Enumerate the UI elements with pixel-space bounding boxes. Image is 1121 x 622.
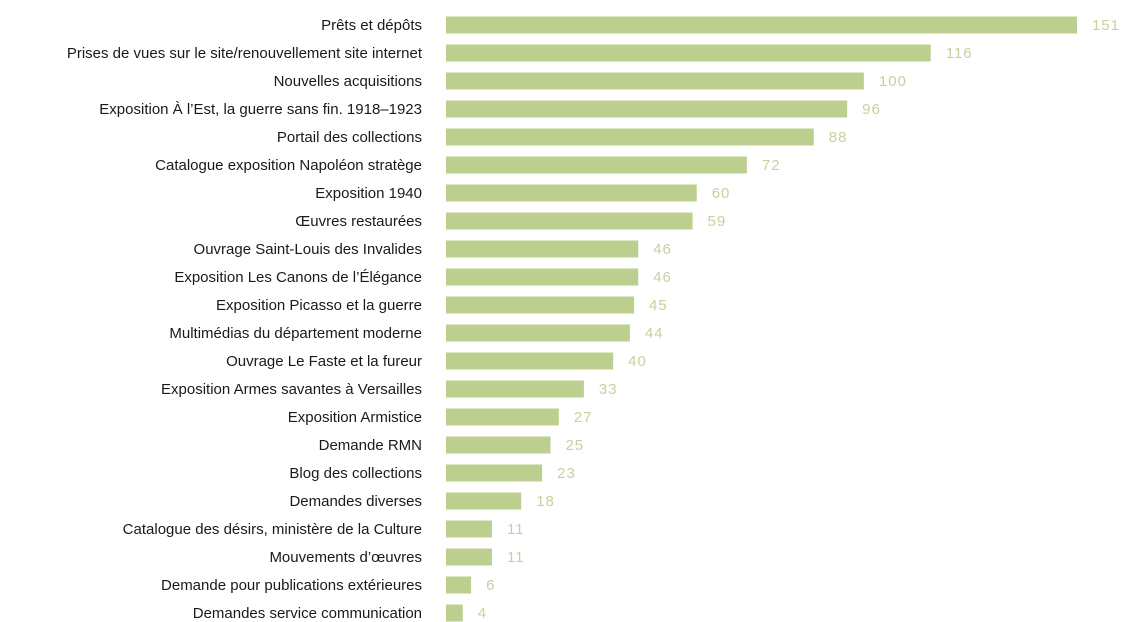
category-label: Demandes diverses bbox=[289, 493, 422, 510]
value-label: 4 bbox=[478, 605, 487, 622]
category-label: Catalogue des désirs, ministère de la Cu… bbox=[123, 521, 422, 538]
value-label: 72 bbox=[762, 157, 781, 174]
bar bbox=[446, 464, 543, 482]
value-label: 88 bbox=[829, 129, 848, 146]
value-label: 6 bbox=[486, 577, 495, 594]
category-label: Blog des collections bbox=[289, 465, 422, 482]
value-label: 100 bbox=[879, 73, 907, 90]
bar bbox=[446, 604, 463, 622]
bar bbox=[446, 408, 559, 426]
category-label: Demandes service communication bbox=[193, 605, 422, 622]
bar bbox=[446, 380, 584, 398]
category-label: Multimédias du département moderne bbox=[169, 325, 422, 342]
category-label: Demande RMN bbox=[319, 437, 422, 454]
bar bbox=[446, 296, 635, 314]
bar bbox=[446, 128, 814, 146]
value-label: 11 bbox=[507, 521, 525, 538]
value-label: 11 bbox=[507, 549, 525, 566]
category-label: Portail des collections bbox=[277, 129, 422, 146]
category-label: Œuvres restaurées bbox=[295, 213, 422, 230]
bar bbox=[446, 268, 639, 286]
value-label: 59 bbox=[708, 213, 727, 230]
category-label: Prises de vues sur le site/renouvellemen… bbox=[67, 45, 423, 62]
bar bbox=[446, 520, 492, 538]
category-label: Exposition Armes savantes à Versailles bbox=[161, 381, 422, 398]
bar bbox=[446, 576, 472, 594]
category-label: Exposition À l’Est, la guerre sans fin. … bbox=[99, 101, 422, 118]
category-label: Ouvrage Le Faste et la fureur bbox=[226, 353, 422, 370]
category-label: Exposition 1940 bbox=[315, 185, 422, 202]
value-label: 27 bbox=[574, 409, 593, 426]
value-label: 44 bbox=[645, 325, 664, 342]
bar bbox=[446, 352, 614, 370]
value-label: 40 bbox=[628, 353, 647, 370]
value-label: 60 bbox=[712, 185, 731, 202]
bar bbox=[446, 492, 522, 510]
bar bbox=[446, 72, 864, 90]
value-label: 45 bbox=[649, 297, 668, 314]
bar bbox=[446, 184, 697, 202]
bar bbox=[446, 548, 492, 566]
value-label: 18 bbox=[536, 493, 555, 510]
value-label: 151 bbox=[1092, 17, 1120, 34]
category-label: Prêts et dépôts bbox=[321, 17, 422, 34]
value-label: 96 bbox=[862, 101, 881, 118]
value-label: 116 bbox=[946, 45, 973, 62]
bar bbox=[446, 16, 1077, 34]
category-label: Exposition Les Canons de l’Élégance bbox=[174, 269, 422, 286]
bar bbox=[446, 212, 693, 230]
category-label: Mouvements d’œuvres bbox=[269, 549, 422, 566]
bar bbox=[446, 156, 747, 174]
value-label: 46 bbox=[653, 241, 672, 258]
bar bbox=[446, 240, 639, 258]
value-label: 25 bbox=[565, 437, 584, 454]
category-label: Ouvrage Saint-Louis des Invalides bbox=[194, 241, 422, 258]
category-label: Exposition Picasso et la guerre bbox=[216, 297, 422, 314]
bar bbox=[446, 324, 630, 342]
value-label: 46 bbox=[653, 269, 672, 286]
category-label: Nouvelles acquisitions bbox=[274, 73, 422, 90]
category-label: Exposition Armistice bbox=[288, 409, 422, 426]
category-label: Demande pour publications extérieures bbox=[161, 577, 422, 594]
category-label: Catalogue exposition Napoléon stratège bbox=[155, 157, 422, 174]
bar bbox=[446, 436, 551, 454]
value-label: 33 bbox=[599, 381, 618, 398]
bar bbox=[446, 44, 931, 62]
bar bbox=[446, 100, 848, 118]
value-label: 23 bbox=[557, 465, 576, 482]
